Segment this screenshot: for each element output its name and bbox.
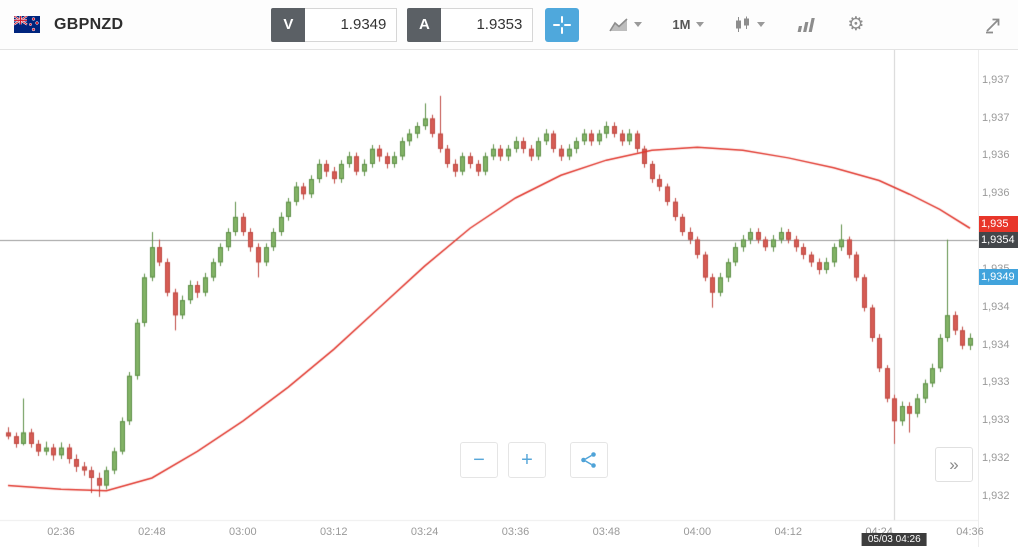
last-price-badge: 1,9354 <box>979 231 1018 248</box>
collapse-panel-button[interactable]: » <box>935 447 973 482</box>
price-axis: 1,935 1,9354 1,9349 1,937 1,937 1,936 1,936… <box>978 50 1018 547</box>
candlestick-icon <box>736 16 750 32</box>
nz-flag-icon <box>14 16 40 33</box>
crosshair-button[interactable] <box>545 7 580 42</box>
price-axis-label: 1,932 <box>982 489 1010 502</box>
timeframe-dropdown[interactable]: 1M <box>672 17 705 32</box>
price-axis-label: 1,936 <box>982 187 1010 200</box>
price-axis-label: 1,932 <box>982 452 1010 465</box>
indicators-button[interactable] <box>795 16 817 33</box>
buy-button[interactable]: A <box>407 7 442 42</box>
timeframe-label: 1M <box>672 17 691 32</box>
expand-icon <box>986 18 1000 33</box>
price-axis-label: 1,936 <box>982 149 1010 162</box>
settings-button[interactable]: ⚙ <box>847 15 864 34</box>
buy-quote[interactable]: A 1.9353 <box>407 7 534 42</box>
candle-style-dropdown[interactable] <box>734 16 766 33</box>
ma-price-badge: 1,935 <box>979 216 1018 233</box>
bid-price-badge: 1,9349 <box>979 269 1018 286</box>
price-axis-label: 1,934 <box>982 300 1010 313</box>
zoom-in-button[interactable]: + <box>508 442 546 478</box>
chevron-down-icon <box>757 22 766 27</box>
buy-price[interactable]: 1.9353 <box>441 7 534 42</box>
chevron-down-icon <box>634 22 643 27</box>
toolbar: GBPNZD V 1.9349 A 1.9353 1M <box>0 0 1018 50</box>
line-chart-icon <box>609 18 628 32</box>
price-axis-label: 1,937 <box>982 73 1010 86</box>
price-axis-label: 1,933 <box>982 376 1010 389</box>
sell-price[interactable]: 1.9349 <box>305 7 398 42</box>
instrument-symbol: GBPNZD <box>54 15 124 33</box>
indicators-icon <box>798 18 816 32</box>
share-icon <box>581 452 596 468</box>
price-axis-label: 1,934 <box>982 338 1010 351</box>
sell-quote[interactable]: V 1.9349 <box>271 7 398 42</box>
expand-button[interactable] <box>984 16 1004 34</box>
price-axis-label: 1,937 <box>982 111 1010 124</box>
gear-icon: ⚙ <box>847 14 865 35</box>
chevron-down-icon <box>696 22 705 27</box>
zoom-out-button[interactable]: − <box>460 442 498 478</box>
zoom-controls: − + <box>460 442 618 478</box>
price-axis-label: 1,933 <box>982 414 1010 427</box>
sell-button[interactable]: V <box>271 7 306 42</box>
chart-area: 1,935 1,9354 1,9349 1,937 1,937 1,936 1,936… <box>0 50 1018 547</box>
chart-type-dropdown[interactable] <box>609 17 643 32</box>
current-time-badge: 05/03 04:26 <box>861 533 927 546</box>
share-button[interactable] <box>570 442 608 478</box>
crosshair-icon <box>553 15 572 34</box>
